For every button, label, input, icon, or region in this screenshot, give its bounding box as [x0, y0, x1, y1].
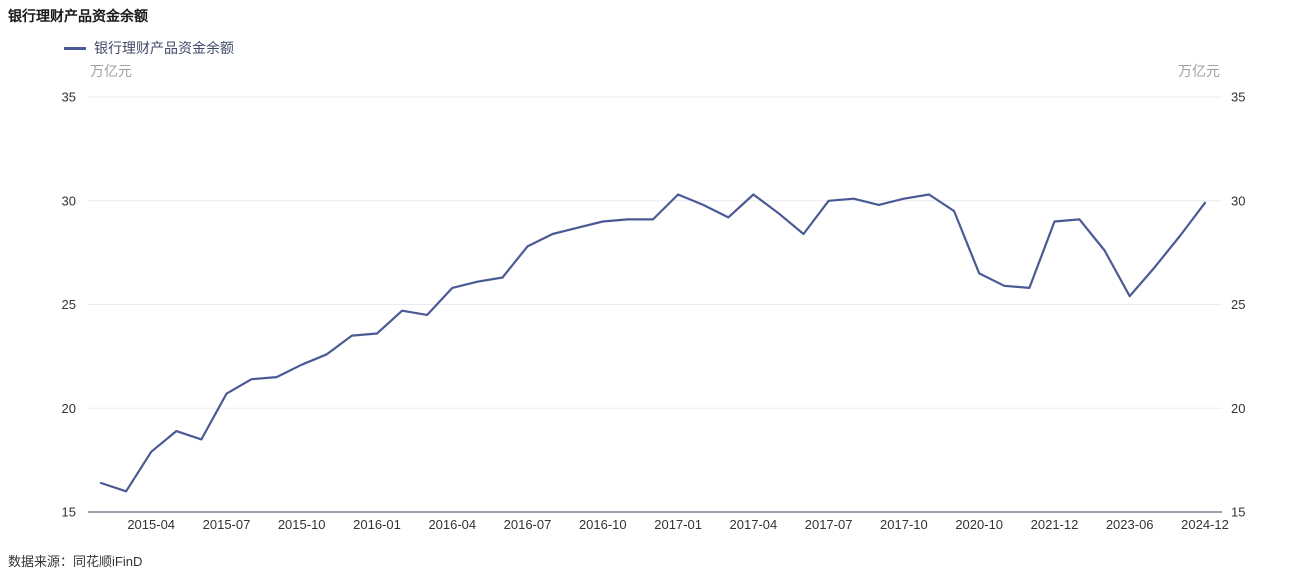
- x-axis-label: 2016-01: [353, 517, 401, 532]
- y-axis-unit-right: 万亿元: [1178, 63, 1220, 79]
- x-axis-label: 2017-01: [654, 517, 702, 532]
- x-axis-label: 2017-04: [730, 517, 778, 532]
- y-axis-label-left: 30: [62, 193, 76, 208]
- x-axis-label: 2016-10: [579, 517, 627, 532]
- x-axis-label: 2021-12: [1031, 517, 1079, 532]
- legend-label: 银行理财产品资金余额: [94, 40, 234, 56]
- x-axis-label: 2016-04: [428, 517, 476, 532]
- chart-title: 银行理财产品资金余额: [8, 8, 148, 24]
- legend-item[interactable]: 银行理财产品资金余额: [64, 38, 234, 58]
- y-axis-label-left: 20: [62, 401, 76, 416]
- y-axis-label-left: 25: [62, 297, 76, 312]
- x-axis-label: 2023-06: [1106, 517, 1154, 532]
- x-axis-label: 2024-12: [1181, 517, 1229, 532]
- x-axis-label: 2015-10: [278, 517, 326, 532]
- x-axis-label: 2016-07: [504, 517, 552, 532]
- y-axis-label-right: 30: [1231, 193, 1245, 208]
- x-axis-label: 2017-10: [880, 517, 928, 532]
- y-axis-label-left: 15: [62, 505, 76, 520]
- x-axis-label: 2015-07: [203, 517, 251, 532]
- x-axis-label: 2017-07: [805, 517, 853, 532]
- y-axis-unit-left: 万亿元: [90, 63, 132, 79]
- x-axis-label: 2020-10: [955, 517, 1003, 532]
- y-axis-label-right: 25: [1231, 297, 1245, 312]
- y-axis-label-right: 15: [1231, 505, 1245, 520]
- y-axis-label-left: 35: [62, 90, 76, 105]
- x-axis-label: 2015-04: [127, 517, 175, 532]
- data-source: 数据来源：同花顺iFinD: [8, 554, 143, 569]
- y-axis-label-right: 35: [1231, 90, 1245, 105]
- series-line: [99, 193, 1207, 493]
- legend-line-icon: [64, 46, 86, 50]
- y-axis-label-right: 20: [1231, 401, 1245, 416]
